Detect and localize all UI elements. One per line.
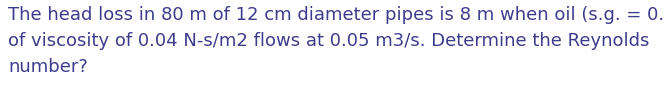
Text: number?: number? xyxy=(8,58,88,76)
Text: The head loss in 80 m of 12 cm diameter pipes is 8 m when oil (s.g. = 0.9): The head loss in 80 m of 12 cm diameter … xyxy=(8,6,665,24)
Text: of viscosity of 0.04 N-s/m2 flows at 0.05 m3/s. Determine the Reynolds: of viscosity of 0.04 N-s/m2 flows at 0.0… xyxy=(8,32,650,50)
